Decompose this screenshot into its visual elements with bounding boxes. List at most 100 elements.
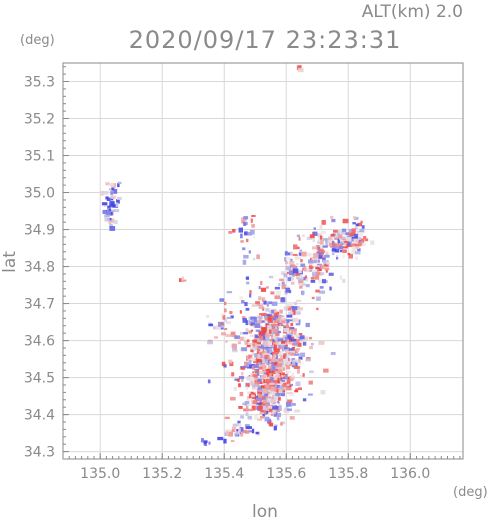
y-tick-label: 35.3 (24, 75, 55, 91)
echo-point (250, 357, 254, 361)
echo-point (231, 335, 237, 338)
echo-point (244, 401, 250, 406)
echo-point (318, 279, 324, 284)
echo-point (284, 285, 290, 290)
echo-point (280, 422, 283, 426)
echo-point (239, 336, 244, 341)
echo-point (239, 391, 244, 397)
echo-point (238, 383, 241, 388)
echo-point (296, 299, 302, 302)
echo-point (237, 424, 242, 427)
echo-point (241, 300, 245, 304)
echo-point (238, 428, 241, 433)
echo-point (293, 330, 297, 336)
echo-point (269, 363, 274, 368)
echo-point (296, 348, 300, 351)
echo-point (299, 285, 303, 289)
echo-point (252, 236, 255, 239)
echo-point (255, 329, 261, 332)
echo-point (311, 257, 317, 261)
echo-point (276, 344, 280, 349)
echo-point (262, 398, 265, 402)
echo-point (231, 429, 236, 432)
echo-point (292, 266, 298, 270)
plot-frame (62, 62, 464, 460)
echo-point (277, 343, 282, 346)
echo-point (239, 347, 243, 352)
echo-point (319, 290, 326, 294)
echo-point (246, 344, 251, 348)
echo-point (329, 286, 332, 291)
echo-point (316, 271, 321, 276)
echo-point (284, 251, 288, 256)
echo-point (291, 338, 297, 342)
echo-point (234, 335, 241, 340)
echo-point (225, 430, 229, 436)
echo-point (246, 281, 250, 285)
echo-point (294, 353, 300, 356)
echo-point (230, 440, 235, 443)
echo-point (251, 383, 257, 387)
echo-point (252, 257, 256, 261)
echo-point (237, 378, 240, 382)
echo-point (257, 394, 262, 399)
echo-point (286, 314, 293, 318)
echo-point (291, 328, 297, 332)
echo-point (267, 301, 273, 305)
echo-point (261, 401, 264, 404)
echo-point (337, 234, 343, 239)
echo-point (298, 252, 302, 256)
echo-point (277, 368, 282, 373)
echo-point (281, 379, 285, 382)
echo-point (311, 296, 315, 300)
echo-point (251, 385, 256, 390)
echo-point (324, 254, 330, 258)
echo-point (270, 291, 275, 295)
echo-point (232, 423, 239, 427)
echo-point (280, 318, 286, 323)
echo-point (343, 240, 349, 243)
echo-point (268, 341, 272, 346)
echo-point (221, 332, 226, 336)
echo-point (259, 381, 263, 384)
echo-point (280, 380, 283, 384)
echo-point (294, 409, 301, 413)
echo-point (264, 357, 268, 362)
echo-point (257, 406, 263, 409)
echo-point (101, 202, 108, 206)
echo-point (220, 313, 224, 316)
echo-point (320, 230, 326, 234)
echo-point (285, 257, 291, 261)
x-tick-label: 136.0 (390, 466, 430, 482)
echo-point (319, 244, 325, 249)
echo-point (264, 408, 270, 412)
echo-point (258, 331, 263, 336)
echo-point (309, 346, 313, 350)
echo-point (108, 208, 112, 213)
echo-point (251, 223, 255, 228)
echo-point (345, 232, 350, 236)
x-axis-label: lon (252, 502, 278, 521)
echo-point (284, 257, 287, 262)
echo-point (278, 404, 282, 410)
echo-point (290, 327, 295, 330)
echo-point (294, 390, 298, 393)
echo-point (110, 196, 116, 199)
echo-point (302, 341, 307, 346)
echo-point (261, 350, 265, 355)
echo-point (110, 202, 114, 207)
echo-point (322, 245, 328, 248)
echo-point (248, 355, 253, 359)
echo-point (286, 271, 289, 274)
echo-point (331, 218, 336, 223)
echo-point (356, 227, 362, 231)
echo-point (325, 280, 328, 284)
echo-point (291, 331, 294, 335)
echo-point (355, 223, 359, 227)
echo-point (259, 325, 263, 329)
echo-point (228, 231, 233, 234)
echo-point (272, 333, 277, 339)
echo-point (339, 275, 342, 280)
echo-point (286, 338, 289, 343)
echo-point (262, 340, 268, 346)
